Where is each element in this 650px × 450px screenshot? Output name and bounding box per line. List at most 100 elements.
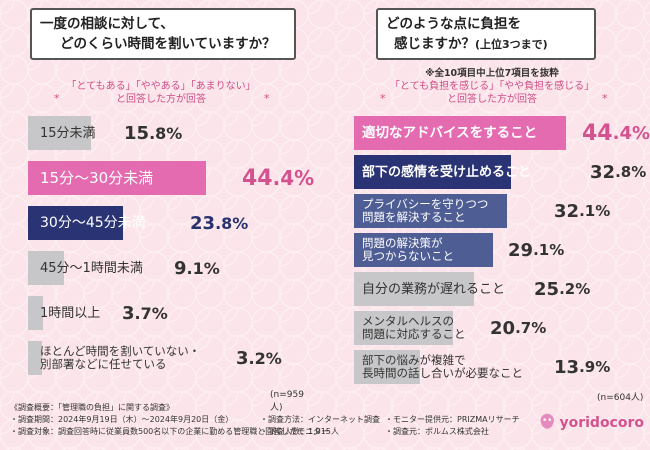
right-chart-bar xyxy=(354,350,421,384)
left-chart-label: 30分〜45分未満 xyxy=(40,206,146,240)
footer-count: ・調査人数：1,015人 xyxy=(260,427,339,436)
right-chart-value: 13.9% xyxy=(554,356,611,378)
left-chart-bar xyxy=(28,206,124,240)
left-chart-value: 3.2% xyxy=(236,347,282,369)
left-subtitle: 「とてもある」「ややある」「あまりない」 と回答した方が回答 xyxy=(26,80,296,106)
right-question-box: どのような点に負担を 感じますか？(上位3つまで) xyxy=(376,8,596,60)
right-chart-label: 自分の業務が遅れること xyxy=(362,272,505,306)
left-chart-label: 15分未満 xyxy=(40,116,96,150)
right-chart-label-line: 問題を解決すること xyxy=(362,210,466,224)
right-chart-label: プライバシーを守りつつ 問題を解決すること xyxy=(362,194,488,228)
left-question-box: 一度の相談に対して、 どのくらい時間を割いていますか？ xyxy=(30,8,296,60)
right-note: ※全10項目中上位7項目を抜粋 xyxy=(425,68,559,79)
left-subtitle-line-2: と回答した方が回答 xyxy=(116,94,206,105)
left-chart-label-line: 1時間以上 xyxy=(40,305,101,321)
left-chart-label-line: 15分未満 xyxy=(40,125,96,141)
right-chart-value: 44.4% xyxy=(582,120,650,146)
left-chart-label: 15分〜30分未満 xyxy=(40,161,153,195)
right-chart-bar xyxy=(354,311,453,345)
right-chart-label-line: 適切なアドバイスをすること xyxy=(362,124,538,141)
right-chart-row: プライバシーを守りつつ 問題を解決すること 32.1% xyxy=(354,194,644,228)
footer-source: ・調査元：ポルムス株式会社 xyxy=(385,427,489,436)
left-chart-label-line: 30分〜45分未満 xyxy=(40,214,146,231)
right-chart-label-line: 部下の感情を受け止めること xyxy=(362,164,532,180)
right-chart-label-line: 長時間の話し合いが必要なこと xyxy=(362,366,523,380)
left-chart-row: 1時間以上 3.7% xyxy=(28,296,316,330)
footer-row-2: ・調査対象：調査回答時に従業員数500名以下の企業に勤める管理職と回答したモニタ… xyxy=(10,426,520,438)
right-sample-size: (n=604人) xyxy=(597,393,644,403)
right-chart-row: メンタルヘルスの 問題に対応すること 20.7% xyxy=(354,311,644,345)
left-chart-row: ほとんど時間を割いていない・ 別部署などに任せている 3.2% xyxy=(28,341,316,375)
right-chart-label: 部下の悩みが複雑で 長時間の話し合いが必要なこと xyxy=(362,350,523,384)
left-chart-value: 9.1% xyxy=(174,257,220,279)
right-chart-row: 問題の解決策が 見つからないこと 29.1% xyxy=(354,233,644,267)
right-chart-value: 20.7% xyxy=(490,317,547,339)
right-subtitle-mark-left: * xyxy=(380,92,386,105)
right-chart-label-line: 部下の悩みが複雑で xyxy=(362,353,466,367)
right-chart-label-line: プライバシーを守りつつ xyxy=(362,197,489,211)
left-chart-bar xyxy=(28,161,206,195)
footer-method: ・調査方法：インターネット調査 xyxy=(260,415,380,424)
left-subtitle-line-1: 「とてもある」「ややある」「あまりない」 xyxy=(66,81,256,92)
right-chart-label-line: 見つからないこと xyxy=(362,249,454,263)
right-chart-label-line: 自分の業務が遅れること xyxy=(362,281,506,297)
footer-row-1: ・調査期間：2024年9月19日（木）〜2024年9月20日（金） ・調査方法：… xyxy=(10,414,520,426)
left-chart-row: 15分〜30分未満 44.4% xyxy=(28,161,316,195)
right-chart-bar xyxy=(354,116,566,150)
left-chart-bar xyxy=(28,296,43,330)
footer-period: ・調査期間：2024年9月19日（木）〜2024年9月20日（金） xyxy=(10,415,234,424)
left-chart-value: 44.4% xyxy=(242,165,315,191)
left-chart-value: 3.7% xyxy=(122,302,168,324)
right-chart-value: 25.2% xyxy=(534,278,591,300)
left-chart-row: 45分〜1時間未満 9.1% xyxy=(28,251,316,285)
right-subtitle: 「とても負担を感じる」「やや負担を感じる」 と回答した方が回答 xyxy=(362,80,622,106)
logo-text: yoridocoro xyxy=(559,415,644,431)
left-subtitle-mark-right: * xyxy=(264,92,270,105)
left-chart-label-line: ほとんど時間を割いていない・ xyxy=(40,344,201,358)
left-chart-label-line: 45分〜1時間未満 xyxy=(40,260,143,276)
right-chart-bar xyxy=(354,194,508,228)
right-subtitle-line-2: と回答した方が回答 xyxy=(447,94,537,105)
brand-logo: yoridocoro xyxy=(538,408,644,438)
right-chart-label: メンタルヘルスの 問題に対応すること xyxy=(362,311,466,345)
right-chart-row: 部下の感情を受け止めること 32.8% xyxy=(354,155,647,189)
left-subtitle-mark-left: * xyxy=(54,92,60,105)
right-chart-value: 29.1% xyxy=(508,239,565,261)
left-question-line-2: どのくらい時間を割いていますか？ xyxy=(60,36,276,52)
footer-provider: ・モニター提供元：PRIZMAリサーチ xyxy=(385,415,520,424)
right-chart-row: 適切なアドバイスをすること 44.4% xyxy=(354,116,650,150)
left-chart-row: 15分未満 15.8% xyxy=(28,116,316,150)
left-chart-label: 45分〜1時間未満 xyxy=(40,251,143,285)
right-chart-bar xyxy=(354,272,475,306)
left-chart-bar xyxy=(28,341,42,375)
left-question-line-1: 一度の相談に対して、 xyxy=(40,16,174,32)
right-chart-bar xyxy=(354,155,511,189)
right-question-line-1: どのような点に負担を xyxy=(386,16,521,32)
left-chart-bar xyxy=(28,116,92,150)
left-chart-value: 23.8% xyxy=(190,212,249,234)
survey-footer: 《調査概要：「管理職の負担」に関する調査》 ・調査期間：2024年9月19日（木… xyxy=(10,402,520,438)
footer-target: ・調査対象：調査回答時に従業員数500名以下の企業に勤める管理職と回答したモニタ… xyxy=(10,427,330,436)
right-chart-value: 32.1% xyxy=(554,200,611,222)
left-sample-size: (n=959人) xyxy=(270,390,304,413)
right-question-suffix: (上位3つまで) xyxy=(475,38,548,51)
right-subtitle-mark-right: * xyxy=(602,92,608,105)
right-chart-label-line: メンタルヘルスの xyxy=(362,314,454,328)
left-chart-value: 15.8% xyxy=(124,122,183,144)
right-chart-value: 32.8% xyxy=(590,161,647,183)
right-question-main: 感じますか？ xyxy=(394,36,475,52)
right-chart-label: 部下の感情を受け止めること xyxy=(362,155,531,189)
left-chart-label-line: 別部署などに任せている xyxy=(40,357,167,371)
right-chart-row: 部下の悩みが複雑で 長時間の話し合いが必要なこと 13.9% xyxy=(354,350,644,384)
left-chart-row: 30分〜45分未満 23.8% xyxy=(28,206,316,240)
logo-mark-icon xyxy=(540,413,554,429)
right-chart-label-line: 問題に対応すること xyxy=(362,327,466,341)
left-chart-label: 1時間以上 xyxy=(40,296,100,330)
right-subtitle-line-1: 「とても負担を感じる」「やや負担を感じる」 xyxy=(389,81,595,92)
left-chart-label-line: 15分〜30分未満 xyxy=(40,168,154,187)
footer-title: 《調査概要：「管理職の負担」に関する調査》 xyxy=(10,403,174,412)
right-chart-bar xyxy=(354,233,493,267)
right-chart-label: 適切なアドバイスをすること xyxy=(362,116,537,150)
right-chart-label: 問題の解決策が 見つからないこと xyxy=(362,233,454,267)
left-chart-bar xyxy=(28,251,65,285)
